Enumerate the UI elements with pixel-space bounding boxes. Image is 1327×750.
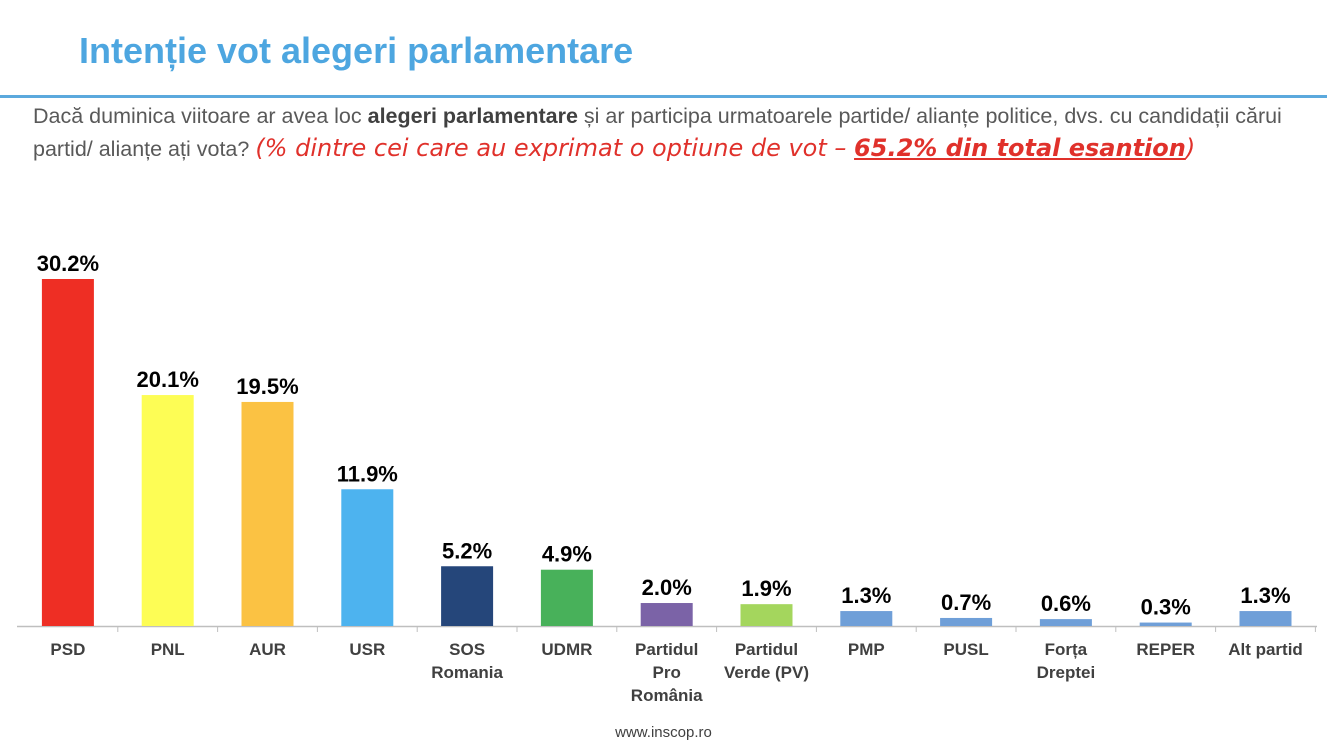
data-label: 1.3% <box>1240 583 1290 608</box>
data-label: 4.9% <box>542 542 592 567</box>
bar <box>141 395 194 626</box>
bar <box>1239 611 1292 626</box>
page-title: Intenție vot alegeri parlamentare <box>79 30 634 71</box>
data-label: 0.6% <box>1041 591 1091 616</box>
bar <box>441 566 494 626</box>
data-label: 19.5% <box>236 374 298 399</box>
question-text-1: Dacă duminica viitoare ar avea loc <box>33 104 368 128</box>
bar <box>840 611 893 626</box>
category-label: PSD <box>50 640 85 659</box>
category-label: Forța Dreptei <box>1037 640 1096 682</box>
bar <box>41 279 94 626</box>
category-label: PUSL <box>943 640 988 659</box>
vote-intention-bar-chart: 30.2% PSD 20.1% PNL 19.5% AUR 11.9% USR 5.2% SOS R… <box>17 251 1317 705</box>
category-label: REPER <box>1136 640 1195 659</box>
bar <box>241 401 294 626</box>
bar <box>740 604 793 626</box>
title-divider <box>0 95 1327 98</box>
bar <box>540 569 593 626</box>
sample-note-suffix: ) <box>1185 134 1196 162</box>
data-label: 5.2% <box>442 538 492 563</box>
bar <box>1039 619 1092 626</box>
category-label: Partidul Verde (PV) <box>724 640 809 682</box>
data-label: 0.7% <box>941 590 991 615</box>
category-label: SOS Romania <box>431 640 503 682</box>
data-label: 2.0% <box>642 575 692 600</box>
category-label: USR <box>349 640 385 659</box>
data-label: 20.1% <box>137 367 199 392</box>
data-label: 30.2% <box>37 251 99 276</box>
question-text-bold: alegeri parlamentare <box>367 104 578 128</box>
survey-question: Dacă duminica viitoare ar avea loc alege… <box>33 100 1313 165</box>
data-label: 11.9% <box>337 461 398 486</box>
question-text-2: și ar participa urmatoarele partide/ ali… <box>33 104 1282 161</box>
data-label: 1.9% <box>741 576 791 601</box>
sample-note-prefix: (% dintre cei care au exprimat o optiune… <box>255 134 855 162</box>
sample-note-underlined: 65.2% din total esantion <box>854 134 1186 162</box>
category-label: AUR <box>249 640 286 659</box>
data-label: 0.3% <box>1141 595 1191 620</box>
category-label: Partidul Pro România <box>631 640 703 705</box>
bar <box>940 617 993 626</box>
category-label: PNL <box>151 640 185 659</box>
data-label: 1.3% <box>841 583 891 608</box>
category-label: Alt partid <box>1228 640 1303 659</box>
category-label: PMP <box>848 640 885 659</box>
category-label: UDMR <box>541 640 592 659</box>
sample-note: (% dintre cei care au exprimat o optiune… <box>255 134 1195 162</box>
bar <box>341 489 394 626</box>
bar <box>640 603 693 626</box>
bar <box>1139 622 1192 626</box>
source-url: www.inscop.ro <box>615 724 712 741</box>
